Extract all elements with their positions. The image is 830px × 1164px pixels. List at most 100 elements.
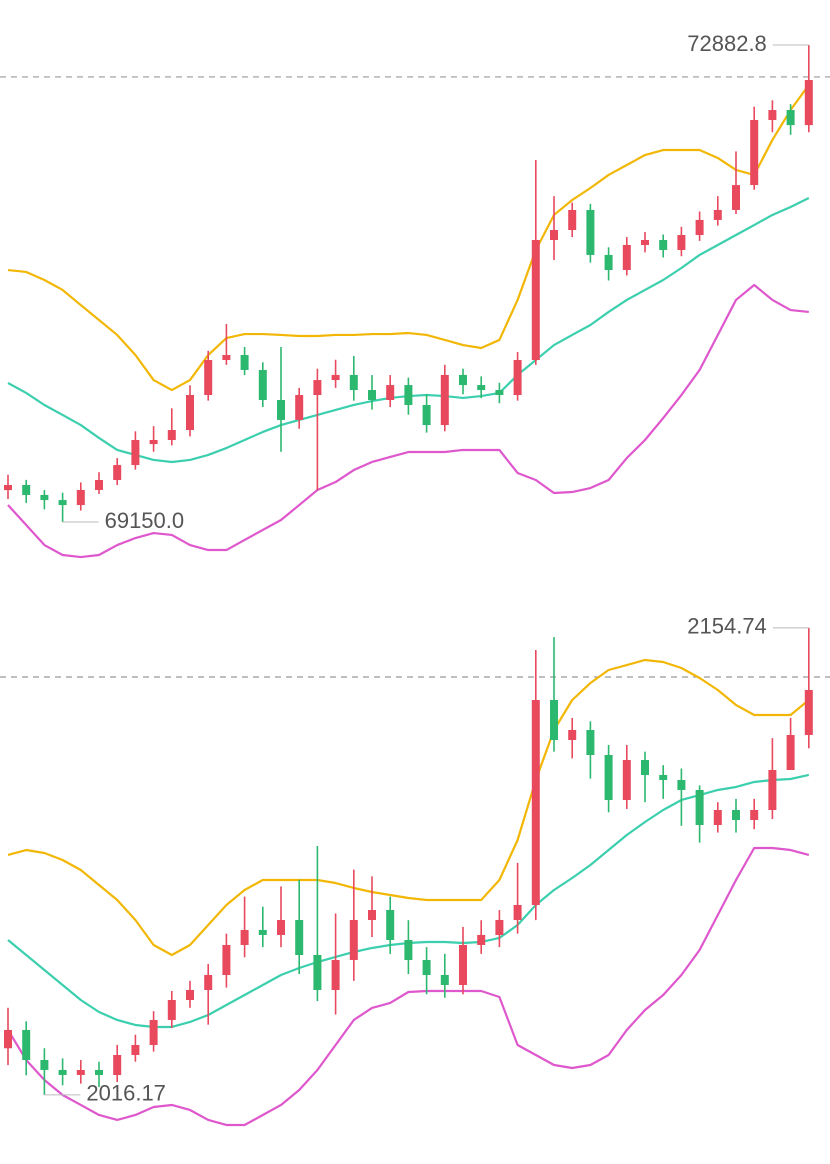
candle-body: [76, 489, 85, 506]
candle-body: [313, 380, 322, 396]
candle-body: [113, 1054, 122, 1075]
band-line: [7, 846, 810, 1127]
candle-body: [804, 80, 813, 126]
candle-body: [804, 689, 813, 735]
candle-body: [277, 400, 285, 420]
low-label: 2016.17: [86, 1081, 166, 1106]
candle-body: [4, 1029, 12, 1049]
candle-body: [732, 185, 740, 210]
candle-body: [440, 974, 449, 985]
candle-body: [459, 944, 467, 985]
candle-body: [713, 810, 722, 826]
band-line: [7, 196, 810, 464]
candle-body: [386, 910, 395, 940]
candle-body: [349, 919, 358, 960]
candle-body: [22, 484, 31, 495]
candle-body: [40, 494, 49, 501]
candle-body: [513, 360, 522, 396]
candle-body: [295, 395, 304, 420]
candle-body: [531, 240, 540, 360]
candle-body: [240, 929, 249, 945]
candle-body: [641, 240, 649, 245]
candle-body: [422, 959, 431, 975]
low-label: 69150.0: [105, 508, 185, 533]
candle-body: [768, 769, 777, 811]
candle-body: [368, 910, 376, 920]
candle-body: [131, 440, 140, 466]
candle-body: [568, 209, 577, 231]
band-line: [7, 283, 809, 559]
candle-body: [149, 440, 158, 445]
candle-body: [149, 1019, 158, 1045]
candle-body: [422, 404, 431, 426]
candle-body: [568, 729, 577, 741]
candle-body: [677, 780, 686, 790]
high-label: 2154.74: [687, 614, 767, 639]
candle-body: [477, 385, 486, 391]
candle-body: [4, 484, 12, 491]
candle-body: [677, 235, 686, 250]
candle-body: [95, 480, 103, 490]
candle-body: [76, 1069, 85, 1075]
candle-body: [331, 959, 340, 990]
band-line: [7, 658, 810, 957]
candle-body: [622, 244, 631, 271]
candle-body: [204, 360, 213, 396]
candle-body: [713, 209, 722, 220]
candle-body: [258, 369, 267, 400]
candle-body: [258, 929, 267, 935]
high-label: 72882.8: [687, 31, 767, 56]
candle-body: [186, 395, 194, 431]
candle-body: [440, 374, 449, 426]
band-line: [7, 84, 810, 392]
candle-body: [641, 759, 649, 775]
candle-body: [622, 759, 631, 800]
candle-body: [695, 219, 704, 236]
candle-body: [222, 355, 231, 360]
candle-body: [604, 254, 613, 271]
candle-body: [349, 374, 358, 391]
band-line: [7, 773, 810, 1029]
candle-body: [313, 954, 322, 990]
candle-body: [513, 904, 522, 920]
candle-body: [550, 699, 558, 741]
candle-body: [404, 385, 413, 405]
candle-body: [167, 999, 176, 1020]
candle-body: [659, 240, 668, 250]
candle-body: [695, 789, 704, 826]
candle-body: [604, 755, 613, 800]
candle-body: [732, 810, 740, 820]
candle-body: [550, 230, 558, 240]
candle-body: [750, 120, 759, 186]
candle-body: [404, 939, 413, 960]
candle-body: [586, 209, 595, 255]
candle-body: [386, 385, 395, 400]
candle-body: [586, 729, 595, 756]
candle-body: [167, 430, 176, 440]
candle-body: [659, 774, 668, 781]
candle-body: [750, 810, 759, 820]
candle-body: [240, 355, 249, 370]
candle-body: [786, 110, 795, 126]
candle-body: [204, 974, 213, 990]
candle-body: [277, 919, 285, 935]
candle-body: [368, 390, 376, 400]
candle-body: [131, 1044, 140, 1055]
candle-body: [459, 374, 467, 386]
candle-body: [295, 919, 304, 955]
candle-body: [531, 699, 540, 905]
candle-body: [331, 374, 340, 381]
candle-body: [495, 919, 504, 935]
candle-body: [186, 989, 194, 1000]
candle-body: [22, 1029, 31, 1060]
candle-body: [95, 1069, 103, 1075]
candle-body: [222, 944, 231, 975]
candle-body: [113, 465, 122, 480]
candle-body: [786, 734, 795, 770]
candle-body: [477, 934, 486, 945]
candle-body: [495, 390, 504, 396]
candle-body: [40, 1059, 49, 1070]
candle-body: [58, 500, 67, 506]
